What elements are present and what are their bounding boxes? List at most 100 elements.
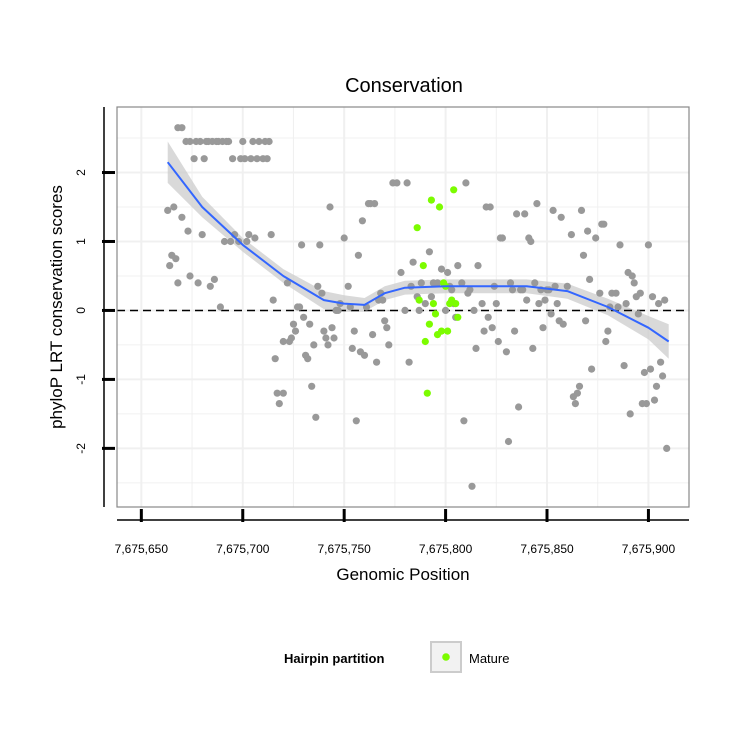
point-other xyxy=(474,262,482,270)
point-other xyxy=(314,282,322,290)
point-other xyxy=(194,279,202,287)
point-other xyxy=(352,417,360,425)
point-other xyxy=(634,310,642,318)
point-other xyxy=(300,313,308,321)
point-other xyxy=(330,334,338,342)
point-other xyxy=(164,206,172,214)
point-other xyxy=(612,289,620,297)
point-other xyxy=(255,137,263,146)
point-other xyxy=(630,279,638,287)
legend-label-mature: Mature xyxy=(469,651,509,666)
point-other xyxy=(652,382,661,390)
point-other xyxy=(200,155,208,163)
panel-border xyxy=(116,106,690,508)
point-other xyxy=(579,251,588,259)
y-axis: -2 -1 0 1 2 xyxy=(74,107,115,507)
points-other xyxy=(164,124,671,490)
x-axis-title: Genomic Position xyxy=(336,565,469,584)
x-tick-label: 7,675,700 xyxy=(216,542,270,556)
point-other xyxy=(328,324,336,332)
point-other xyxy=(265,137,273,146)
point-other xyxy=(360,351,369,359)
point-other xyxy=(494,337,502,346)
point-other xyxy=(557,213,565,221)
point-other xyxy=(279,389,287,397)
point-other xyxy=(421,300,429,308)
x-tick-label: 7,675,650 xyxy=(115,542,169,556)
point-other xyxy=(492,300,500,308)
point-other xyxy=(273,389,281,397)
point-other xyxy=(379,296,387,304)
point-other xyxy=(304,355,312,363)
point-other xyxy=(210,275,218,283)
point-other xyxy=(636,289,644,297)
point-other xyxy=(657,358,665,366)
point-other xyxy=(480,327,488,335)
point-other xyxy=(227,237,235,246)
y-tick-label: -1 xyxy=(74,374,88,385)
point-other xyxy=(644,241,653,249)
point-mature xyxy=(413,224,421,232)
point-other xyxy=(186,272,194,280)
points-mature xyxy=(413,186,462,397)
point-other xyxy=(551,282,559,290)
point-other xyxy=(502,348,510,356)
point-mature xyxy=(454,313,462,321)
x-tick-label: 7,675,900 xyxy=(622,542,676,556)
point-other xyxy=(166,262,174,270)
point-other xyxy=(346,303,354,311)
point-other xyxy=(642,400,651,408)
point-mature xyxy=(419,262,427,270)
legend-title: Hairpin partition xyxy=(284,651,384,666)
point-other xyxy=(567,231,576,239)
point-other xyxy=(478,300,486,308)
point-other xyxy=(415,306,423,314)
point-mature xyxy=(423,389,431,397)
point-other xyxy=(403,179,411,187)
point-other xyxy=(241,155,249,163)
point-other xyxy=(340,234,348,242)
point-other xyxy=(547,310,555,318)
y-axis-title: phyloP LRT conservation scores xyxy=(47,185,66,429)
point-other xyxy=(283,279,291,287)
point-other xyxy=(454,262,462,270)
point-other xyxy=(178,124,186,132)
point-other xyxy=(650,396,659,404)
point-other xyxy=(174,279,182,287)
y-tick-label: -2 xyxy=(74,443,88,454)
x-tick-label: 7,675,750 xyxy=(317,542,371,556)
point-other xyxy=(184,227,192,235)
loess-smooth-line xyxy=(166,161,670,343)
point-mature xyxy=(431,310,440,318)
point-other xyxy=(523,296,531,304)
point-other xyxy=(628,272,636,280)
point-other xyxy=(437,265,446,273)
point-other xyxy=(549,206,557,214)
point-other xyxy=(600,220,608,228)
point-other xyxy=(198,231,206,239)
point-other xyxy=(289,320,298,328)
chart-title: Conservation xyxy=(345,75,463,97)
point-mature xyxy=(452,300,460,308)
point-other xyxy=(243,237,251,246)
point-other xyxy=(655,300,663,308)
point-other xyxy=(206,282,214,290)
point-other xyxy=(306,320,314,328)
point-other xyxy=(604,327,612,335)
point-other xyxy=(318,289,326,297)
point-other xyxy=(616,241,624,249)
point-other xyxy=(186,137,194,146)
point-other xyxy=(533,200,541,208)
point-other xyxy=(247,155,255,163)
point-other xyxy=(320,327,328,335)
point-other xyxy=(190,155,198,163)
x-tick-label: 7,675,850 xyxy=(520,542,574,556)
point-other xyxy=(573,389,582,397)
point-mature xyxy=(437,327,446,335)
y-tick-label: 0 xyxy=(74,307,88,314)
point-other xyxy=(448,286,456,294)
point-other xyxy=(663,444,671,452)
point-other xyxy=(383,324,391,332)
point-mature xyxy=(427,196,435,204)
point-other xyxy=(596,289,604,297)
